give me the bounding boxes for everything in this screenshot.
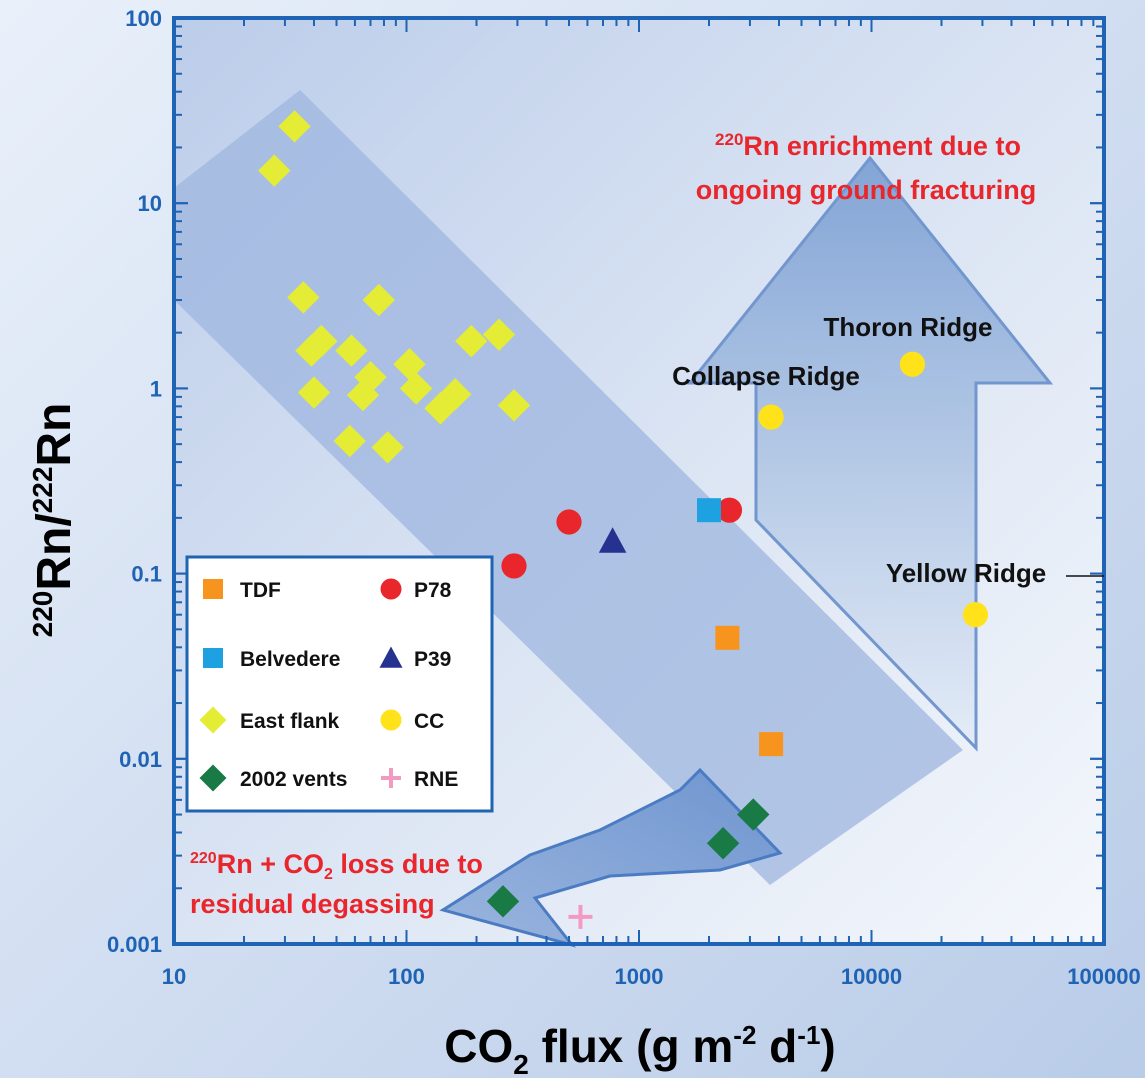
- enrichment-text-1: Rn enrichment due to: [743, 131, 1021, 161]
- data-point-p78: [716, 497, 743, 523]
- yellow-ridge-label: Yellow Ridge: [886, 558, 1046, 588]
- loss-text-1a: Rn + CO: [217, 849, 324, 879]
- data-point-p39: [598, 527, 627, 553]
- data-point-cc: [758, 404, 784, 430]
- data-point-east-flank: [297, 376, 331, 409]
- legend-label-rne: RNE: [414, 768, 458, 791]
- y-tick-label: 10: [138, 191, 162, 216]
- loss-sup: 220: [190, 850, 217, 867]
- enrichment-sup: 220: [715, 130, 743, 149]
- x-title-co: CO: [444, 1020, 513, 1072]
- data-point-tdf: [715, 625, 740, 650]
- data-point-east-flank: [258, 154, 291, 187]
- x-tick-label: 10000: [841, 964, 902, 989]
- data-point-east-flank: [305, 324, 338, 358]
- enrichment-annotation-line1: 220Rn enrichment due to: [715, 130, 1021, 161]
- y-tick-label: 0.001: [107, 932, 162, 957]
- data-point-belvedere: [696, 498, 721, 523]
- y-tick-label: 100: [125, 6, 162, 31]
- data-point-east-flank: [482, 318, 516, 351]
- legend: TDF P78 Belvedere P39 East flank CC 2002 vents…: [185, 555, 494, 813]
- legend-label-2002-vents: 2002 vents: [240, 768, 347, 791]
- x-tick-label: 100: [388, 964, 425, 989]
- data-point-east-flank: [371, 431, 404, 464]
- thoron-ridge-label: Thoron Ridge: [824, 312, 993, 342]
- data-point-east-flank: [278, 110, 311, 143]
- data-point-2002-vents: [706, 827, 740, 860]
- x-tick-label: 100000: [1067, 964, 1140, 989]
- x-tick-label: 10: [162, 964, 186, 989]
- data-point-rne: [568, 904, 593, 929]
- enrichment-annotation-line2: ongoing ground fracturing: [696, 175, 1036, 205]
- y-tick-label: 0.1: [131, 562, 162, 587]
- collapse-ridge-label: Collapse Ridge: [672, 361, 860, 391]
- legend-marker-p78: [380, 578, 402, 600]
- legend-label-p78: P78: [414, 579, 452, 602]
- legend-label-cc: CC: [414, 710, 444, 733]
- legend-marker-tdf: [203, 579, 223, 599]
- data-point-east-flank: [354, 360, 387, 394]
- x-title-mid: d: [756, 1020, 797, 1072]
- y-title-base2: Rn: [28, 403, 81, 467]
- enrichment-arrow: [686, 155, 1054, 752]
- legend-label-belvedere: Belvedere: [240, 648, 340, 671]
- loss-text-1b: loss due to: [333, 849, 483, 879]
- x-tick-label: 1000: [615, 964, 664, 989]
- legend-marker-east-flank: [199, 706, 227, 734]
- legend-marker-rne: [381, 768, 401, 788]
- legend-marker-cc: [380, 709, 402, 731]
- loss-arrow: [439, 767, 783, 948]
- y-axis-title: 220Rn/222Rn: [27, 403, 81, 638]
- legend-label-tdf: TDF: [240, 579, 281, 602]
- data-point-east-flank: [287, 281, 320, 314]
- data-point-tdf: [759, 732, 784, 757]
- x-title-sub: 2: [513, 1049, 529, 1078]
- data-point-east-flank: [362, 283, 395, 317]
- data-point-p78: [556, 509, 582, 535]
- x-title-rest: flux (g m: [529, 1020, 733, 1072]
- data-point-cc: [962, 602, 989, 628]
- x-title-sup1: -2: [733, 1020, 756, 1050]
- x-title-end: ): [820, 1020, 835, 1072]
- data-point-2002-vents: [486, 885, 520, 918]
- legend-label-east-flank: East flank: [240, 710, 340, 733]
- data-point-east-flank: [455, 324, 488, 358]
- y-tick-label: 0.01: [119, 747, 162, 772]
- data-point-2002-vents: [737, 798, 770, 831]
- data-point-east-flank: [335, 334, 368, 367]
- y-title-base1: Rn/: [28, 513, 81, 590]
- data-point-east-flank: [497, 389, 531, 422]
- data-point-east-flank: [393, 348, 426, 381]
- loss-sub: 2: [324, 866, 333, 883]
- y-title-sup2: 222: [27, 467, 58, 514]
- legend-box: [185, 555, 494, 813]
- loss-annotation-line2: residual degassing: [190, 889, 435, 919]
- legend-marker-belvedere: [203, 648, 223, 668]
- data-point-east-flank: [439, 378, 472, 411]
- data-point-cc: [899, 351, 926, 377]
- data-point-east-flank: [399, 372, 433, 405]
- trend-band: [174, 90, 963, 885]
- y-title-sup1: 220: [27, 591, 58, 638]
- legend-marker-2002-vents: [199, 764, 227, 792]
- loss-annotation-line1: 220Rn + CO2 loss due to: [190, 849, 483, 883]
- y-tick-label: 1: [150, 376, 162, 401]
- data-point-east-flank: [333, 424, 366, 458]
- x-title-sup2: -1: [797, 1020, 820, 1050]
- x-axis-title: CO2 flux (g m-2 d-1): [444, 1020, 836, 1078]
- data-point-p78: [501, 553, 527, 579]
- legend-label-p39: P39: [414, 648, 451, 671]
- legend-marker-p39: [379, 646, 403, 668]
